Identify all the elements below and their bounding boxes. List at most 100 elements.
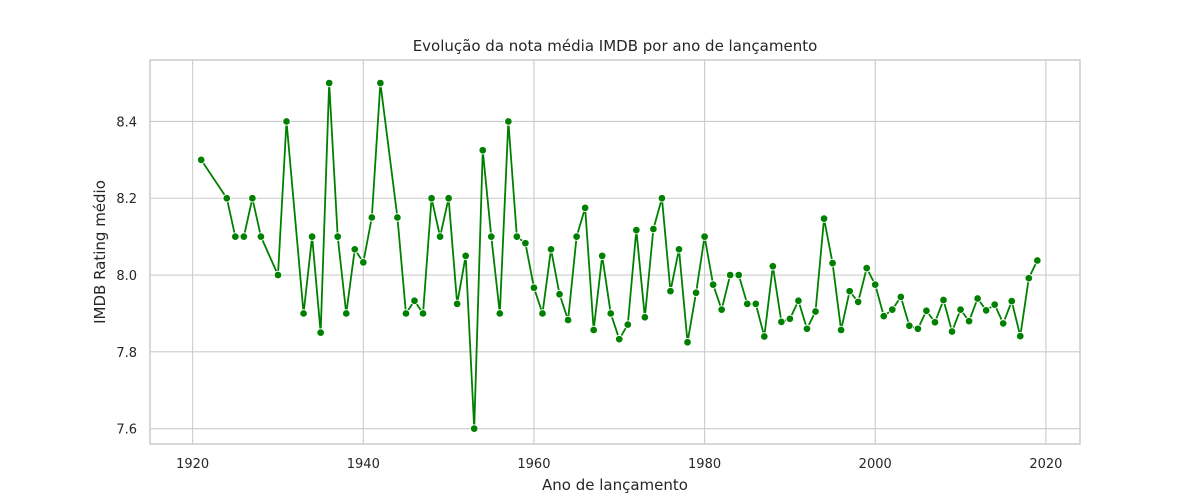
data-point (529, 283, 539, 292)
data-point (359, 258, 368, 267)
data-point (555, 289, 564, 299)
data-point (896, 292, 906, 302)
data-point (461, 251, 470, 261)
x-tick-label: 1960 (517, 457, 550, 472)
x-tick-label: 2000 (859, 457, 892, 472)
data-point (589, 325, 598, 335)
data-point (777, 317, 786, 327)
data-point (905, 321, 914, 330)
data-point (273, 270, 283, 280)
data-point (248, 193, 257, 203)
data-point (964, 316, 974, 326)
x-tick-label: 2020 (1029, 457, 1062, 472)
data-point (333, 232, 342, 241)
data-point (1033, 256, 1042, 265)
data-point (469, 424, 479, 433)
x-tick-label: 1940 (347, 457, 380, 472)
data-point (495, 309, 505, 318)
data-point (888, 305, 897, 314)
data-point (196, 155, 206, 165)
data-point (930, 318, 940, 327)
data-point (802, 324, 812, 334)
y-tick-label: 8.0 (116, 269, 137, 284)
y-tick-label: 8.2 (116, 192, 137, 207)
series-layer (196, 78, 1042, 433)
data-point (870, 280, 880, 289)
data-point (222, 193, 232, 203)
data-point (367, 213, 377, 222)
data-point (316, 328, 325, 337)
data-point (717, 305, 726, 314)
data-point (794, 296, 803, 306)
data-point (734, 270, 743, 280)
data-point (418, 309, 428, 318)
data-point (819, 214, 829, 223)
data-point (649, 224, 658, 234)
data-point (922, 306, 931, 316)
data-point (231, 232, 240, 241)
y-tick-label: 7.8 (116, 346, 137, 361)
data-point (376, 78, 385, 88)
data-point (427, 193, 436, 203)
tick-labels: 1920 1940 1960 1980 2000 2020 7.6 7.8 8.0 8.2 8.4 (116, 115, 1062, 472)
data-point (572, 232, 581, 241)
data-point (879, 311, 889, 321)
x-tick-label: 1920 (176, 457, 209, 472)
data-point (836, 325, 846, 335)
data-point (632, 225, 641, 235)
data-point (853, 297, 863, 307)
data-point (828, 258, 837, 268)
grid (150, 60, 1080, 444)
data-point (760, 332, 769, 341)
x-axis-label: Ano de lançamento (542, 476, 688, 494)
data-point (538, 309, 547, 318)
data-point (478, 145, 488, 155)
data-point (615, 334, 624, 344)
data-point (324, 78, 334, 88)
data-point (845, 286, 854, 296)
data-point (410, 296, 419, 306)
data-point (939, 295, 948, 305)
data-point (700, 232, 709, 241)
data-point (521, 238, 530, 248)
data-point (580, 203, 590, 213)
data-point (913, 324, 923, 334)
data-point (606, 309, 615, 318)
data-point (666, 286, 675, 296)
plot-frame (149, 59, 1081, 445)
data-point (393, 213, 402, 222)
data-point (981, 306, 991, 315)
data-point (341, 309, 351, 318)
data-point (751, 299, 761, 309)
data-point (256, 232, 266, 241)
data-point (862, 263, 871, 273)
data-point (563, 315, 573, 325)
data-point (239, 232, 249, 241)
plot-border (149, 59, 1081, 445)
data-point (973, 294, 982, 303)
chart-title: Evolução da nota média IMDB por ano de l… (413, 37, 818, 55)
data-point (990, 300, 999, 309)
data-point (785, 314, 795, 324)
data-point (444, 193, 453, 203)
data-point (674, 245, 684, 254)
data-point (307, 232, 317, 241)
x-tick-label: 1980 (688, 457, 721, 472)
data-point (452, 299, 462, 309)
data-point (1016, 331, 1025, 341)
data-point (623, 320, 633, 329)
data-point (811, 307, 820, 316)
data-point (401, 309, 411, 318)
data-point (299, 309, 308, 318)
data-point (947, 327, 957, 336)
data-point (1007, 296, 1016, 306)
data-point (350, 245, 360, 254)
data-point (725, 270, 735, 280)
data-point (435, 232, 445, 241)
data-point (998, 319, 1008, 328)
data-point (546, 245, 556, 254)
data-point (282, 117, 291, 126)
data-point (683, 337, 692, 347)
series-line (200, 82, 1039, 430)
